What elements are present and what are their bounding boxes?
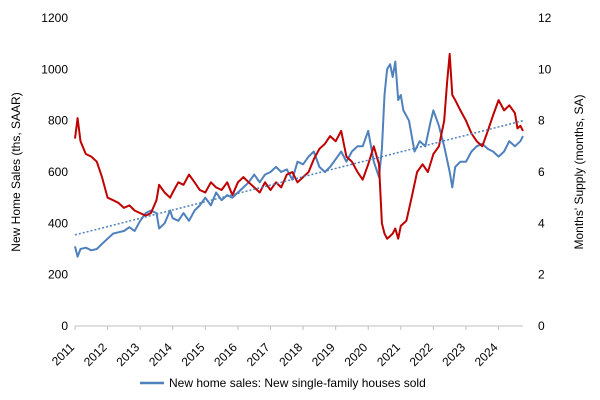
- y-left-tick-label: 200: [48, 268, 68, 282]
- y-right-axis-title: Months' Supply (months, SA): [572, 94, 586, 249]
- series-line-2: [74, 119, 524, 236]
- legend-label-0: New home sales: New single-family houses…: [169, 376, 426, 390]
- axes-group: [74, 325, 523, 330]
- y-right-tick-label: 0: [538, 319, 545, 333]
- x-tick-label: 2017: [244, 340, 273, 369]
- x-tick-label: 2022: [407, 340, 436, 369]
- y-left-axis-title: New Home Sales (ths, SAAR): [9, 92, 23, 251]
- y-left-tick-label: 1000: [41, 62, 68, 76]
- series-line-0: [74, 60, 524, 258]
- y-right-tick-label: 4: [538, 216, 545, 230]
- y-right-tick-label: 2: [538, 268, 545, 282]
- x-tick-label: 2020: [342, 340, 371, 369]
- x-tick-label: 2013: [114, 340, 143, 369]
- y-left-tick-label: 0: [61, 319, 68, 333]
- x-tick-label: 2014: [146, 340, 175, 369]
- series-line-1: [74, 52, 524, 240]
- x-tick-label: 2016: [211, 340, 240, 369]
- series-layer: [74, 52, 524, 258]
- x-tick-label: 2019: [309, 340, 338, 369]
- x-tick-label: 2021: [374, 340, 403, 369]
- x-tick-label: 2023: [439, 340, 468, 369]
- y-left-tick-label: 1200: [41, 11, 68, 25]
- x-tick-label: 2018: [276, 340, 305, 369]
- x-tick-label: 2015: [179, 340, 208, 369]
- y-right-tick-label: 12: [538, 11, 552, 25]
- x-tick-label: 2011: [49, 340, 77, 368]
- y-right-tick-label: 10: [538, 62, 552, 76]
- x-tick-label: 2012: [81, 340, 110, 369]
- y-right-tick-label: 6: [538, 165, 545, 179]
- y-left-tick-label: 600: [48, 165, 68, 179]
- x-tick-label: 2024: [472, 340, 501, 369]
- y-left-tick-label: 400: [48, 216, 68, 230]
- y-left-tick-label: 800: [48, 114, 68, 128]
- legend: New home sales: New single-family houses…: [140, 376, 426, 390]
- y-right-tick-label: 8: [538, 114, 545, 128]
